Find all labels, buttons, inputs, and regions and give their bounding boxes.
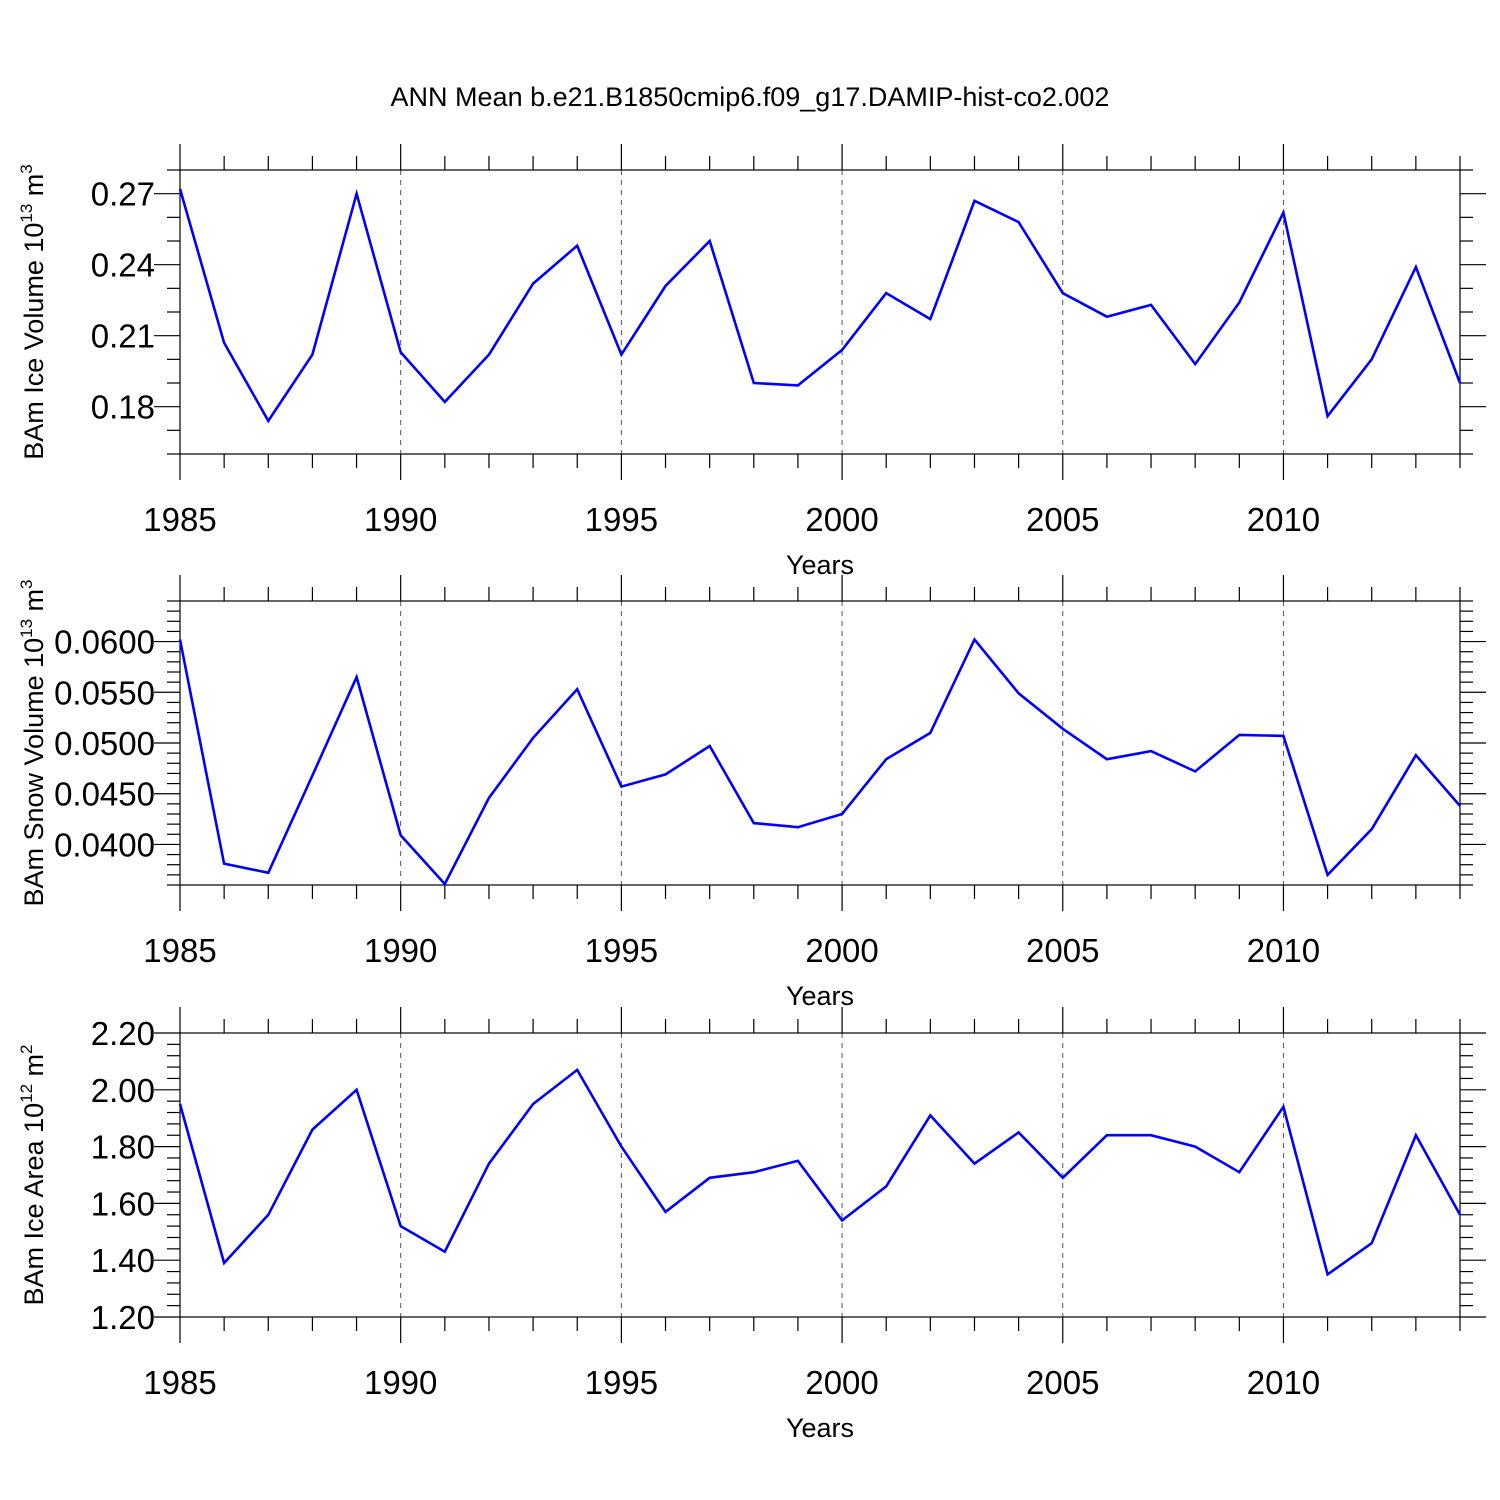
y-tick-label: 1.80 xyxy=(91,1129,155,1166)
x-tick-label: 2005 xyxy=(1026,1364,1099,1401)
x-tick-label: 1995 xyxy=(585,1364,658,1401)
y-tick-label: 0.18 xyxy=(91,389,155,426)
x-tick-label: 1985 xyxy=(143,501,216,538)
figure-title: ANN Mean b.e21.B1850cmip6.f09_g17.DAMIP-… xyxy=(391,82,1110,112)
x-tick-label: 2000 xyxy=(805,501,878,538)
x-tick-label: 2010 xyxy=(1247,501,1320,538)
chart-panel-3: 1985 1990 1995 2000 2005 2010 1.20 1.40 1.60 1.80… xyxy=(17,1007,1486,1443)
x-tick-label: 1985 xyxy=(143,932,216,969)
x-tick-label: 1985 xyxy=(143,1364,216,1401)
y-tick-label: 0.24 xyxy=(91,247,155,284)
data-series-line xyxy=(178,188,1462,424)
y-tick-label: 0.0500 xyxy=(54,725,155,762)
x-tick-label: 1990 xyxy=(364,1364,437,1401)
x-tick-label: 2005 xyxy=(1026,501,1099,538)
x-tick-label: 1990 xyxy=(364,501,437,538)
y-axis-title: BAm Ice Area 1012 m2 xyxy=(17,1045,49,1306)
y-axis-title: BAm Snow Volume 1013 m3 xyxy=(17,579,49,906)
x-tick-label: 2010 xyxy=(1247,1364,1320,1401)
chart-panel-2: 1985 1990 1995 2000 2005 2010 0.0400 0.0450 0.05… xyxy=(17,575,1486,1011)
x-tick-label: 1990 xyxy=(364,932,437,969)
y-tick-label: 0.21 xyxy=(91,318,155,355)
y-axis-title: BAm Ice Volume 1013 m3 xyxy=(17,164,49,460)
y-tick-label: 0.0450 xyxy=(54,776,155,813)
x-axis-title: Years xyxy=(786,1413,854,1443)
data-series-line xyxy=(178,1067,1462,1277)
data-series-line xyxy=(178,637,1461,887)
y-tick-label: 0.0400 xyxy=(54,826,155,863)
y-tick-label: 1.60 xyxy=(91,1185,155,1222)
x-tick-label: 1995 xyxy=(585,501,658,538)
y-tick-label: 1.40 xyxy=(91,1242,155,1279)
y-tick-label: 0.0550 xyxy=(54,674,155,711)
x-axis-title: Years xyxy=(786,981,854,1011)
x-tick-label: 2010 xyxy=(1247,932,1320,969)
x-tick-label: 2005 xyxy=(1026,932,1099,969)
panels: 1985 1990 1995 2000 2005 2010 0.18 0.21 0.24 0.27… xyxy=(17,144,1486,1443)
y-tick-label: 2.00 xyxy=(91,1072,155,1109)
plot-frame xyxy=(179,1032,1461,1318)
y-tick-label: 0.0600 xyxy=(54,624,155,661)
x-tick-label: 2000 xyxy=(805,932,878,969)
y-tick-label: 2.20 xyxy=(91,1015,155,1052)
x-tick-label: 1995 xyxy=(585,932,658,969)
chart-panel-1: 1985 1990 1995 2000 2005 2010 0.18 0.21 0.24 0.27… xyxy=(17,144,1486,580)
y-tick-label: 0.27 xyxy=(91,176,155,213)
x-tick-label: 2000 xyxy=(805,1364,878,1401)
y-tick-label: 1.20 xyxy=(91,1299,155,1336)
x-axis-title: Years xyxy=(786,550,854,580)
